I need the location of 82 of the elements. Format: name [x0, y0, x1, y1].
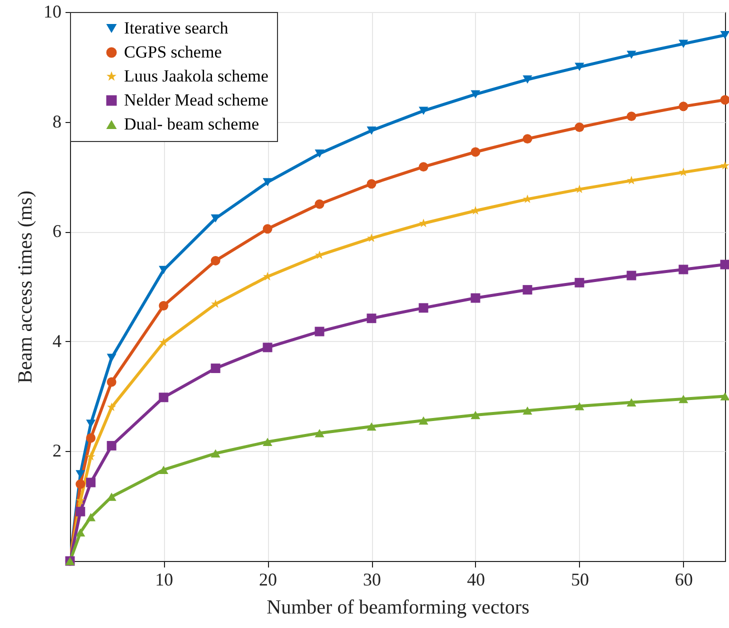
legend-label: Luus Jaakola scheme	[124, 66, 268, 86]
point	[366, 179, 376, 189]
point	[210, 364, 220, 374]
point	[314, 428, 324, 438]
y-tick-label: 6	[52, 221, 62, 242]
legend-label: Dual- beam scheme	[124, 114, 259, 134]
point	[470, 147, 480, 157]
point	[720, 392, 729, 400]
x-axis-title: Number of beamforming vectors	[266, 596, 530, 618]
point	[107, 402, 116, 412]
point	[720, 95, 729, 105]
point	[262, 342, 272, 352]
point	[678, 102, 688, 112]
point	[678, 264, 688, 274]
y-tick-label: 4	[52, 330, 62, 351]
y-axis-title: Beam access times (ms)	[14, 190, 36, 384]
point	[678, 40, 688, 48]
point	[522, 75, 532, 84]
point	[522, 285, 532, 295]
point	[86, 420, 96, 428]
point	[418, 106, 428, 115]
point	[76, 479, 86, 489]
x-tick-label: 50	[570, 570, 589, 590]
point	[418, 162, 428, 172]
point	[470, 90, 480, 98]
point	[314, 150, 324, 158]
point	[106, 354, 116, 362]
point	[262, 178, 272, 186]
point	[366, 126, 376, 135]
y-tick-label: 8	[52, 111, 62, 132]
point	[574, 278, 584, 288]
point	[418, 416, 428, 425]
x-tick-label: 60	[674, 570, 693, 590]
point	[262, 438, 272, 446]
point	[626, 270, 636, 280]
point	[574, 62, 584, 72]
point	[86, 452, 96, 461]
point	[574, 122, 584, 132]
point	[678, 394, 688, 404]
y-tick-label: 2	[52, 440, 62, 461]
point	[720, 260, 729, 270]
point	[76, 506, 86, 516]
point	[720, 30, 729, 40]
point	[470, 410, 480, 420]
point	[158, 466, 168, 474]
point	[626, 112, 636, 122]
x-tick-label: 30	[363, 570, 382, 590]
point	[86, 478, 96, 488]
x-tick-label: 10	[155, 570, 174, 590]
point	[76, 470, 86, 478]
point	[262, 224, 272, 234]
x-tick-label: 40	[466, 570, 485, 590]
legend-label: Iterative search	[124, 18, 229, 38]
point	[470, 293, 480, 303]
point	[159, 338, 168, 346]
point	[210, 214, 220, 223]
point	[366, 314, 376, 324]
y-tick-label: 10	[44, 2, 62, 22]
point	[210, 256, 220, 266]
legend-label: Nelder Mead scheme	[124, 90, 268, 110]
point	[720, 160, 729, 170]
point	[158, 266, 168, 274]
point	[158, 392, 168, 402]
point	[314, 326, 324, 336]
point	[522, 134, 532, 144]
point	[314, 199, 324, 209]
point	[418, 303, 428, 313]
point	[86, 512, 96, 522]
point	[626, 50, 636, 59]
point	[574, 402, 584, 410]
x-tick-label: 20	[259, 570, 278, 590]
point	[106, 492, 116, 501]
point	[522, 406, 532, 415]
point	[106, 440, 116, 450]
point	[76, 528, 86, 537]
point	[86, 433, 96, 443]
legend-label: CGPS scheme	[124, 42, 222, 62]
point	[366, 422, 376, 431]
point	[626, 398, 636, 406]
point	[106, 377, 116, 387]
point	[158, 300, 168, 310]
point	[210, 449, 220, 458]
